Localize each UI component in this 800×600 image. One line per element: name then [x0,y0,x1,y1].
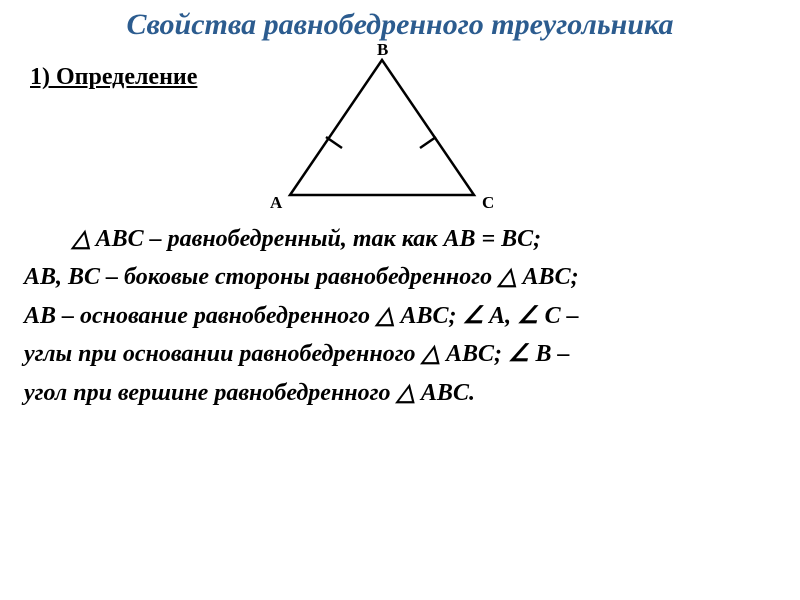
triangle-svg [0,0,800,220]
description-text: △ ABC – равнобедренный, так как AB = BC;… [24,220,784,412]
tick-right [420,137,436,148]
vertex-label-c: C [482,193,494,213]
vertex-label-b: B [377,40,388,60]
tick-left [326,137,342,148]
desc-line-1-text: △ ABC – равнобедренный, так как AB = BC; [72,226,541,252]
vertex-label-a: A [270,193,282,213]
desc-line-5: угол при вершине равнобедренного △ ABC. [24,374,784,412]
desc-line-4: углы при основании равнобедренного △ ABC… [24,335,784,373]
desc-line-2: AB, BC – боковые стороны равнобедренного… [24,258,784,296]
triangle-diagram: A B C [0,0,800,225]
desc-line-3: AB – основание равнобедренного △ ABC; ∠ … [24,297,784,335]
triangle-path [290,60,474,195]
desc-line-1: △ ABC – равнобедренный, так как AB = BC; [24,220,784,258]
